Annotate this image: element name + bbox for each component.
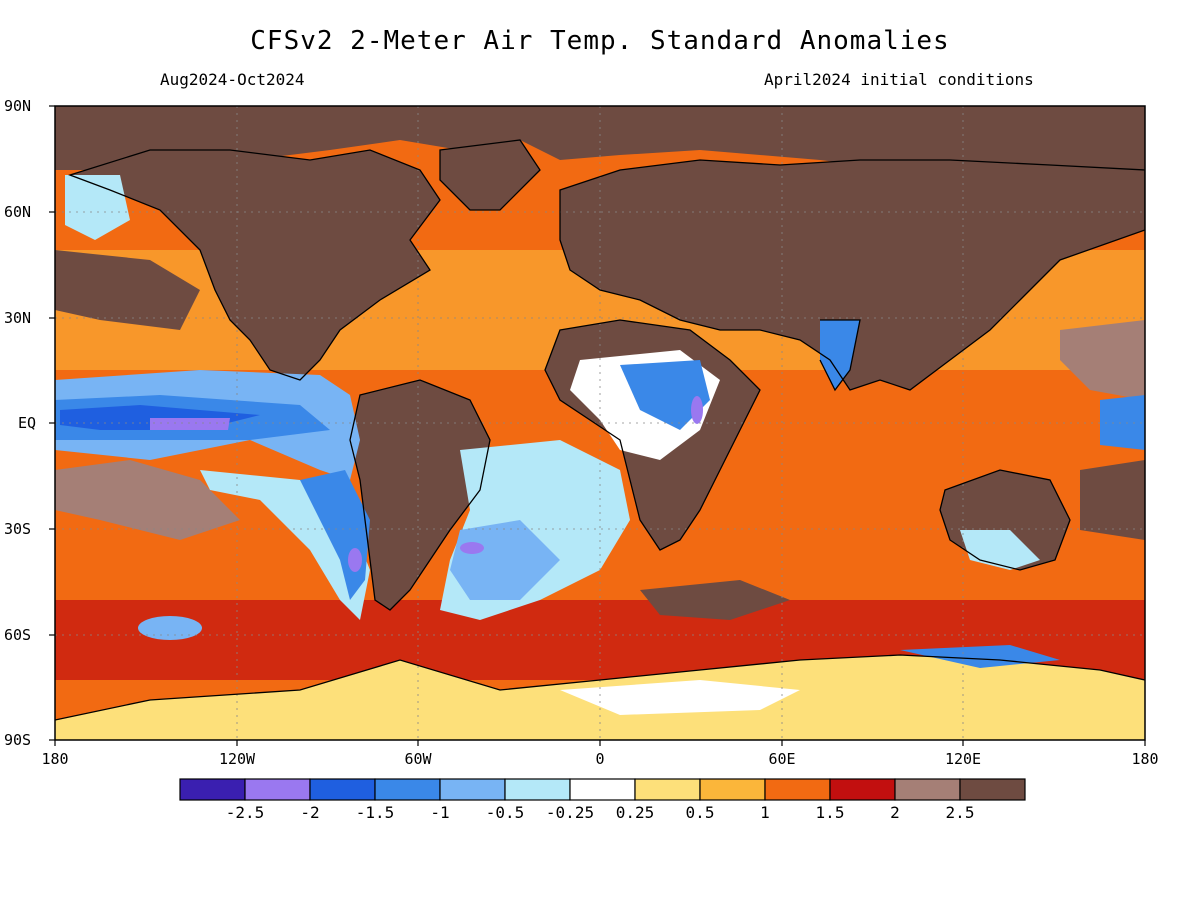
lon-label-180w: 180	[41, 750, 69, 768]
colorbar-tick-label: -1	[430, 803, 450, 822]
colorbar-swatch	[179, 778, 246, 801]
lat-label-60s: 60S	[4, 626, 32, 644]
lat-label-60n: 60N	[4, 203, 32, 221]
colorbar-swatch	[764, 778, 831, 801]
colorbar-tick-label: 1.5	[815, 803, 845, 822]
chile-cool-core	[348, 548, 362, 572]
north-america-landmass	[70, 150, 440, 380]
coastlines	[55, 139, 1145, 721]
lon-label-120e: 120E	[944, 750, 982, 768]
lat-label-90n: 90N	[4, 97, 32, 115]
colorbar-tick-label: 0.25	[615, 803, 655, 822]
lon-label-60w: 60W	[404, 750, 432, 768]
lat-label-30n: 30N	[4, 309, 32, 327]
greenland-landmass	[440, 140, 540, 210]
initial-conditions-label: April2024 initial conditions	[764, 70, 1034, 89]
colorbar-tick-label: -0.25	[545, 803, 595, 822]
antarctic-neutral-patch	[560, 680, 800, 715]
colorbar-swatch	[959, 778, 1026, 801]
colorbar-tick-label: -0.5	[485, 803, 525, 822]
lat-label-eq: EQ	[18, 414, 37, 432]
colorbar-swatch	[504, 778, 571, 801]
east-africa-cool-core	[691, 396, 703, 424]
colorbar-tick-label: 0.5	[685, 803, 715, 822]
colorbar-tick-label: 2.5	[945, 803, 975, 822]
lon-label-60e: 60E	[768, 750, 796, 768]
lat-label-30s: 30S	[4, 520, 32, 538]
colorbar-swatch	[569, 778, 636, 801]
south-atlantic-extreme	[640, 580, 790, 620]
colorbar-swatch	[829, 778, 896, 801]
forecast-period: Aug2024-Oct2024	[160, 70, 305, 89]
colorbar-swatch	[374, 778, 441, 801]
cold-tongue-core	[150, 418, 230, 430]
north-pacific-extreme	[55, 250, 200, 330]
lon-label-0: 0	[595, 750, 605, 768]
map-field	[55, 106, 1145, 740]
colorbar-swatch	[634, 778, 701, 801]
west-pacific-very-warm	[1060, 320, 1145, 400]
south-pacific-cool-patch	[138, 616, 202, 640]
south-pacific-very-warm	[55, 460, 240, 540]
india-cool	[820, 320, 860, 390]
lon-label-180e: 180	[1131, 750, 1159, 768]
lat-label-90s: 90S	[4, 731, 32, 749]
central-pacific-cool	[1100, 395, 1145, 450]
colorbar-tick-label: -2	[300, 803, 320, 822]
colorbar-swatch	[244, 778, 311, 801]
colorbar-swatch	[894, 778, 961, 801]
colorbar-tick-label: -1.5	[355, 803, 395, 822]
eurasia-landmass	[560, 160, 1145, 390]
arctic-region	[55, 106, 1145, 170]
colorbar-tick-label: 2	[890, 803, 900, 822]
southwest-pacific-extreme	[1080, 460, 1145, 540]
colorbar-tick-label: -2.5	[225, 803, 265, 822]
colorbar-swatch	[309, 778, 376, 801]
colorbar-swatch	[699, 778, 766, 801]
south-america-landmass	[350, 380, 490, 610]
south-atlantic-cooler	[450, 520, 560, 600]
east-africa-cool	[620, 360, 710, 430]
graticule	[55, 106, 1145, 740]
colorbar	[179, 778, 1026, 801]
axis-ticks	[49, 105, 1146, 746]
lon-label-120w: 120W	[218, 750, 256, 768]
map-title: CFSv2 2-Meter Air Temp. Standard Anomali…	[250, 26, 950, 56]
south-atlantic-cool-core	[460, 542, 484, 554]
colorbar-tick-label: 1	[760, 803, 770, 822]
colorbar-swatch	[439, 778, 506, 801]
